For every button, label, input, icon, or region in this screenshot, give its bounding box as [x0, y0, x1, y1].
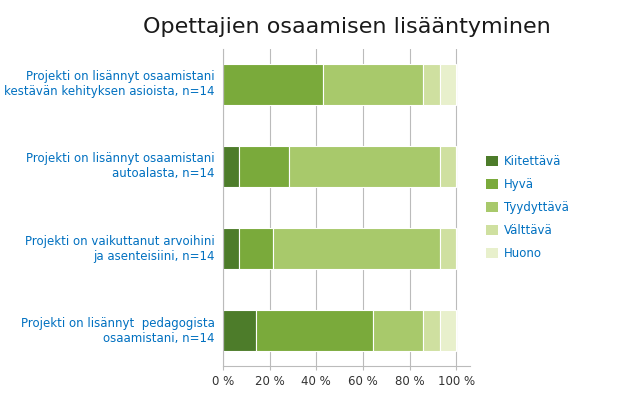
- Bar: [439, 228, 456, 269]
- Legend: Kiitettävä, Hyvä, Tyydyttävä, Välttävä, Huono: Kiitettävä, Hyvä, Tyydyttävä, Välttävä, …: [482, 150, 573, 265]
- Bar: [223, 146, 240, 187]
- Bar: [240, 228, 273, 269]
- Bar: [439, 310, 456, 351]
- Bar: [223, 64, 323, 105]
- Bar: [423, 64, 440, 105]
- Title: Opettajien osaamisen lisääntyminen: Opettajien osaamisen lisääntyminen: [143, 17, 550, 37]
- Bar: [440, 64, 456, 105]
- Bar: [423, 310, 439, 351]
- Bar: [223, 310, 256, 351]
- Bar: [373, 310, 423, 351]
- Bar: [290, 146, 439, 187]
- Bar: [256, 310, 373, 351]
- Bar: [439, 146, 456, 187]
- Bar: [273, 228, 439, 269]
- Bar: [223, 228, 240, 269]
- Bar: [323, 64, 423, 105]
- Bar: [240, 146, 290, 187]
